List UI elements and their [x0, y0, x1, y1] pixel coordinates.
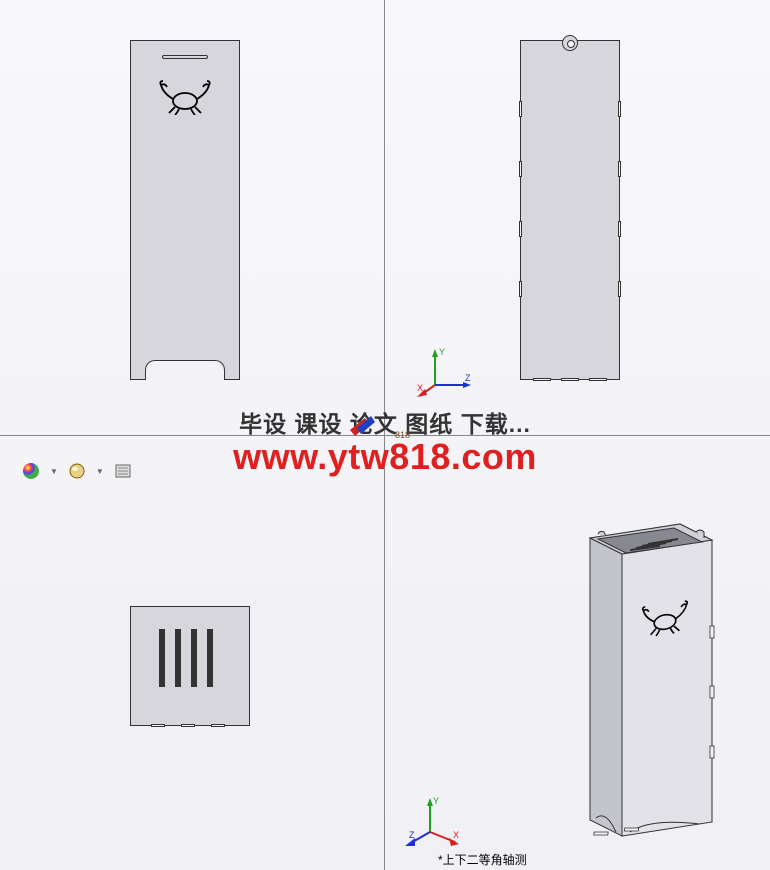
tab-notch [519, 281, 522, 297]
isometric-model [540, 506, 740, 856]
panel-side [520, 40, 620, 380]
axis-y-label: Y [439, 347, 445, 357]
tab-notch [561, 378, 579, 381]
tab-notch [519, 101, 522, 117]
vent-slot [191, 629, 197, 687]
panel-front [130, 40, 240, 380]
quadrant-front-view[interactable] [0, 0, 384, 435]
tab-notch [533, 378, 551, 381]
tab-notch [519, 221, 522, 237]
quadrant-top-view[interactable] [0, 436, 384, 870]
vent-slot [159, 629, 165, 687]
hinge-hole [562, 35, 578, 51]
top-slot [162, 55, 208, 59]
axis-x-label: X [417, 383, 423, 393]
tab-notch [211, 724, 225, 727]
leg-cutout [145, 360, 225, 380]
cad-viewport: Y Z X [0, 0, 770, 870]
tab-notch [519, 161, 522, 177]
settings-panel-icon[interactable] [114, 462, 132, 480]
quadrant-side-view[interactable]: Y Z X [385, 0, 770, 435]
dropdown-caret-icon[interactable]: ▼ [96, 467, 104, 476]
vent-slot [207, 629, 213, 687]
quadrant-isometric-view[interactable]: Y X Z [385, 436, 770, 870]
axis-triad-icon: Y Z X [415, 345, 475, 405]
tab-notch [618, 221, 621, 237]
dropdown-caret-icon[interactable]: ▼ [50, 467, 58, 476]
watermark-url: www.ytw818.com [233, 436, 537, 478]
svg-text:X: X [453, 830, 459, 840]
tab-notch [181, 724, 195, 727]
appearance-toolbar: ▼ ▼ [22, 462, 132, 480]
axis-z-label: Z [465, 373, 471, 383]
axis-triad-icon: Y X Z [405, 794, 465, 854]
svg-text:Y: Y [433, 796, 439, 806]
panel-top [130, 606, 250, 726]
vent-slot [175, 629, 181, 687]
svg-text:Z: Z [409, 830, 415, 840]
view-label: *上下二等角轴测 [438, 851, 527, 868]
tab-notch [618, 281, 621, 297]
tab-notch [618, 161, 621, 177]
appearance-sphere-icon[interactable] [22, 462, 40, 480]
scene-ball-icon[interactable] [68, 462, 86, 480]
tab-notch [589, 378, 607, 381]
crab-icon [155, 79, 215, 115]
tab-notch [151, 724, 165, 727]
tab-notch [618, 101, 621, 117]
